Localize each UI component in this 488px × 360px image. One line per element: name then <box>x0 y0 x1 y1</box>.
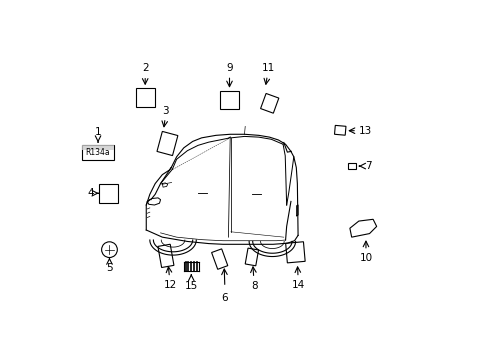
Text: 15: 15 <box>184 281 198 291</box>
Text: 6: 6 <box>221 293 228 302</box>
Text: 8: 8 <box>251 281 257 291</box>
Text: 4: 4 <box>88 188 94 198</box>
Bar <box>244 248 258 266</box>
Polygon shape <box>349 219 376 237</box>
Bar <box>334 125 346 135</box>
Bar <box>135 88 155 107</box>
Bar <box>260 94 278 113</box>
FancyBboxPatch shape <box>82 145 114 150</box>
Text: 3: 3 <box>163 106 169 116</box>
Bar <box>158 244 174 267</box>
Bar <box>285 242 305 263</box>
Text: 11: 11 <box>261 63 274 73</box>
Text: 5: 5 <box>106 263 113 273</box>
Text: 7: 7 <box>365 161 371 171</box>
Text: 10: 10 <box>359 253 372 263</box>
Text: 1: 1 <box>95 127 101 137</box>
Text: 13: 13 <box>358 126 371 136</box>
FancyBboxPatch shape <box>82 145 114 160</box>
Bar <box>211 249 227 269</box>
Text: R134a: R134a <box>85 148 110 157</box>
Bar <box>220 91 238 109</box>
Bar <box>99 184 118 203</box>
Text: 9: 9 <box>226 63 232 73</box>
Text: 14: 14 <box>291 280 305 290</box>
Bar <box>347 163 355 169</box>
Circle shape <box>102 242 117 257</box>
Text: 2: 2 <box>142 63 148 73</box>
Bar <box>157 131 178 156</box>
Text: 12: 12 <box>163 280 177 290</box>
